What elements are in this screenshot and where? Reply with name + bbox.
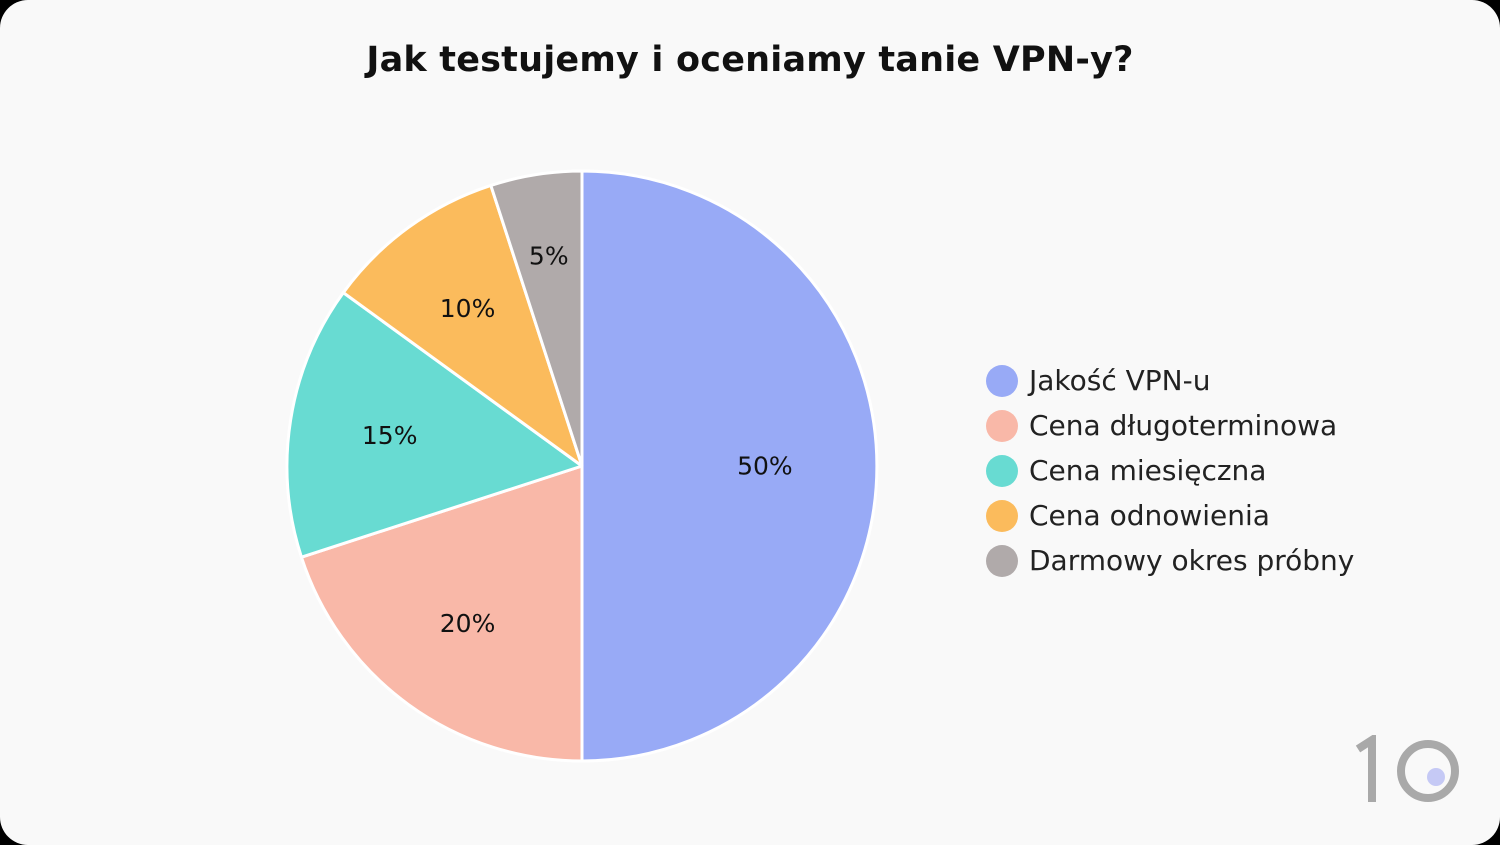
pie-slice [341,183,584,468]
chart-title: Jak testujemy i oceniamy tanie VPN-y? [366,40,1134,80]
legend-swatch [986,454,1018,487]
legend-swatch [986,499,1018,532]
legend-item: Cena odnowienia [986,493,1354,538]
pie-slice [285,291,584,559]
legend-item: Cena długoterminowa [986,403,1354,448]
logo-dot [1427,768,1445,786]
slice-data-label: 5% [529,242,569,271]
legend-label: Darmowy okres próbny [1029,544,1355,577]
legend-item: Cena miesięczna [986,448,1354,493]
slice-data-label: 10% [440,294,496,323]
legend-label: Jakość VPN-u [1029,364,1211,397]
legend-swatch [986,409,1018,442]
legend-label: Cena odnowienia [1029,499,1270,532]
pie-slice [299,464,584,763]
chart-legend: Jakość VPN-u Cena długoterminowa Cena mies… [986,358,1354,583]
brand-logo [1355,735,1459,802]
pie-slice [580,169,879,763]
legend-item: Darmowy okres próbny [986,538,1354,583]
legend-swatch [986,364,1018,397]
pie-slice [489,169,584,468]
legend-item: Jakość VPN-u [986,358,1354,403]
slice-data-label: 50% [737,452,793,481]
slice-data-label: 20% [440,609,496,638]
legend-label: Cena długoterminowa [1029,409,1338,442]
legend-swatch [986,544,1018,577]
legend-label: Cena miesięczna [1029,454,1267,487]
slice-data-label: 15% [362,421,418,450]
